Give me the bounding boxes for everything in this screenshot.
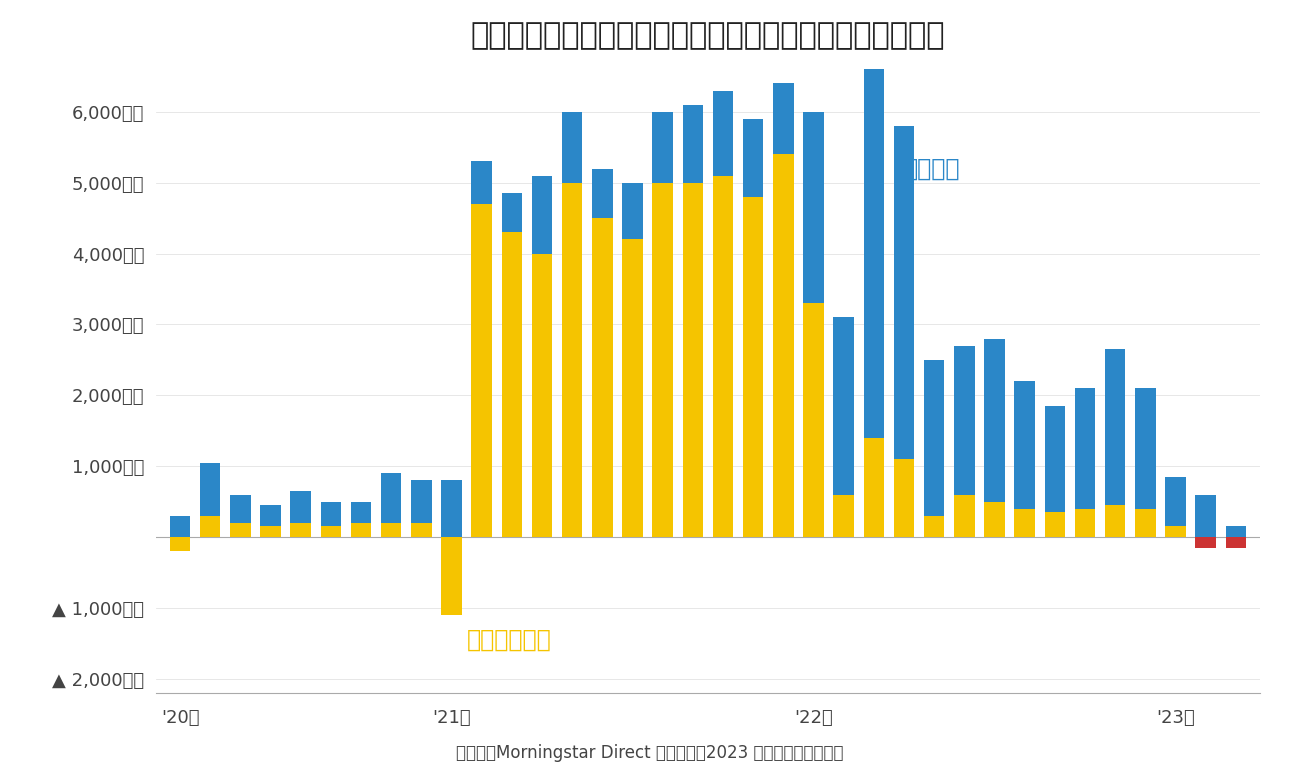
Bar (291, 523, 310, 537)
Bar (592, 169, 613, 218)
Bar (321, 527, 342, 537)
Bar (864, 12, 885, 438)
Bar (1226, 527, 1246, 537)
Bar (230, 494, 251, 523)
Bar (381, 523, 401, 537)
Bar (773, 154, 794, 537)
Bar (200, 516, 221, 537)
Bar (834, 494, 853, 537)
Bar (472, 162, 492, 204)
Bar (1074, 388, 1095, 509)
Bar (1044, 512, 1065, 537)
Bar (1105, 505, 1125, 537)
Bar (924, 516, 944, 537)
Bar (381, 474, 401, 523)
Bar (652, 112, 673, 182)
Bar (1226, 537, 1246, 547)
Bar (472, 204, 492, 537)
Bar (291, 491, 310, 523)
Bar (1015, 381, 1035, 509)
Bar (803, 303, 824, 537)
Bar (170, 537, 190, 551)
Bar (351, 523, 372, 537)
Bar (531, 253, 552, 537)
Bar (652, 182, 673, 537)
Bar (410, 480, 431, 523)
Bar (955, 346, 974, 494)
Bar (531, 176, 552, 253)
Bar (1195, 494, 1216, 537)
Text: （資料）Morningstar Direct より作成。2023 年３月のみ推計値。: （資料）Morningstar Direct より作成。2023 年３月のみ推計… (456, 745, 843, 762)
Bar (1074, 509, 1095, 537)
Bar (562, 182, 582, 537)
Bar (682, 105, 703, 182)
Bar (773, 83, 794, 154)
Bar (803, 112, 824, 303)
Bar (321, 501, 342, 527)
Bar (622, 182, 643, 239)
Bar (713, 91, 734, 176)
Bar (562, 112, 582, 182)
Bar (985, 501, 1005, 537)
Bar (1165, 477, 1186, 527)
Bar (501, 233, 522, 537)
Bar (1195, 537, 1216, 547)
Bar (351, 501, 372, 523)
Bar (170, 516, 190, 537)
Bar (894, 459, 914, 537)
Bar (894, 126, 914, 459)
Bar (442, 480, 461, 537)
Bar (834, 317, 853, 494)
Bar (1165, 527, 1186, 537)
Bar (1135, 388, 1156, 509)
Bar (743, 119, 764, 197)
Bar (1105, 350, 1125, 505)
Bar (442, 537, 461, 615)
Bar (592, 218, 613, 537)
Bar (1015, 509, 1035, 537)
Bar (501, 193, 522, 233)
Bar (955, 494, 974, 537)
Bar (1135, 509, 1156, 537)
Bar (410, 523, 431, 537)
Title: 【図表３】アクティブ型の外国株式ファンドの資金流出入: 【図表３】アクティブ型の外国株式ファンドの資金流出入 (470, 22, 946, 50)
Bar (200, 463, 221, 516)
Bar (260, 527, 281, 537)
Bar (713, 176, 734, 537)
Bar (622, 239, 643, 537)
Bar (924, 360, 944, 516)
Text: 米国株式以外: 米国株式以外 (466, 628, 551, 652)
Bar (864, 438, 885, 537)
Bar (1044, 406, 1065, 512)
Bar (230, 523, 251, 537)
Bar (743, 197, 764, 537)
Bar (985, 339, 1005, 501)
Text: 米国株式: 米国株式 (904, 156, 960, 181)
Bar (260, 505, 281, 527)
Bar (682, 182, 703, 537)
